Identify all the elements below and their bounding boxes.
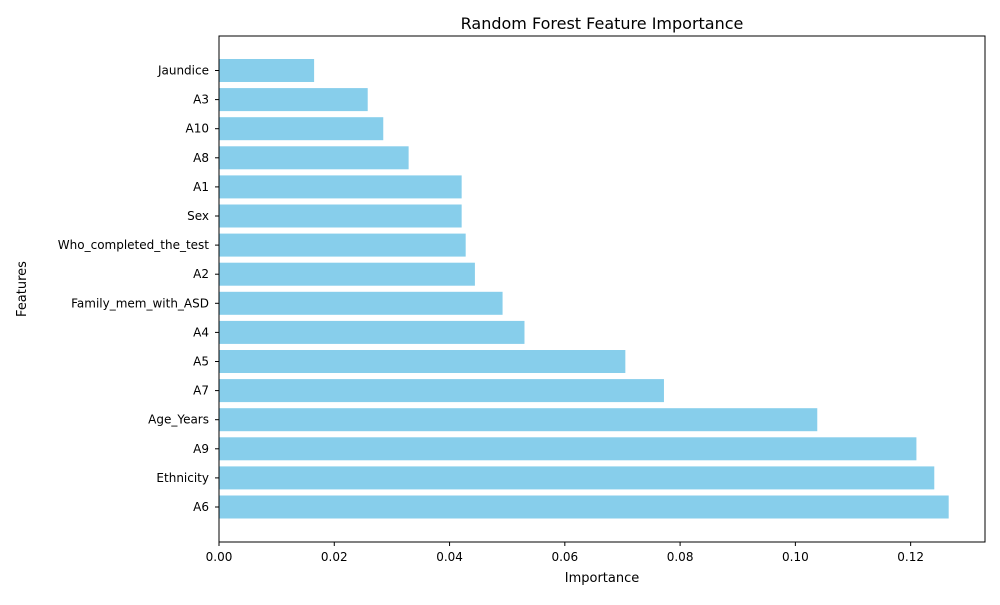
y-tick-label: Sex: [187, 209, 209, 223]
x-axis-label: Importance: [565, 571, 640, 586]
x-tick-label: 0.06: [551, 550, 578, 564]
bar-ethnicity: [219, 466, 935, 490]
plot-frame: [218, 35, 986, 543]
y-tick-label: Family_mem_with_ASD: [71, 296, 209, 310]
x-tick-label: 0.02: [321, 550, 348, 564]
y-tick-label: Ethnicity: [156, 471, 209, 485]
y-tick-label: A9: [193, 442, 209, 456]
bar-age-years: [219, 408, 818, 432]
y-tick-label: Age_Years: [148, 413, 209, 427]
y-tick-label: A8: [193, 151, 209, 165]
x-tick-label: 0.12: [897, 550, 924, 564]
y-tick-label: A6: [193, 500, 209, 514]
bar-jaundice: [219, 59, 315, 82]
y-tick-label: A1: [193, 180, 209, 194]
y-tick-label: A5: [193, 355, 209, 369]
chart-title: Random Forest Feature Importance: [461, 14, 744, 33]
bar-a10: [219, 117, 384, 141]
bar-a2: [219, 262, 475, 286]
bar-a5: [219, 350, 626, 373]
y-axis-label: Features: [15, 261, 30, 317]
y-tick-label: Jaundice: [157, 64, 209, 78]
y-tick-label: Who_completed_the_test: [58, 238, 210, 252]
bar-who-completed-the-test: [219, 233, 466, 257]
y-tick-label: A7: [193, 384, 209, 398]
bar-family-mem-with-asd: [219, 291, 503, 315]
bar-a3: [219, 88, 368, 112]
ticks-layer: A6 Ethnicity A9 Age_Years A7 A5 A4 Family_mem_w…: [58, 64, 924, 565]
x-tick-label: 0.00: [206, 550, 233, 564]
x-tick-label: 0.04: [436, 550, 463, 564]
bar-a6: [219, 495, 949, 519]
x-tick-label: 0.08: [667, 550, 694, 564]
bars-layer: [219, 59, 949, 519]
y-tick-label: A2: [193, 267, 209, 281]
bar-a8: [219, 146, 409, 170]
x-tick-label: 0.10: [782, 550, 809, 564]
bar-a1: [219, 175, 462, 199]
bar-a4: [219, 320, 525, 344]
bar-a7: [219, 379, 664, 403]
y-tick-label: A4: [193, 325, 209, 339]
bar-sex: [219, 204, 462, 228]
y-tick-label: A10: [186, 122, 209, 136]
bar-a9: [219, 437, 917, 461]
y-tick-label: A3: [193, 93, 209, 107]
